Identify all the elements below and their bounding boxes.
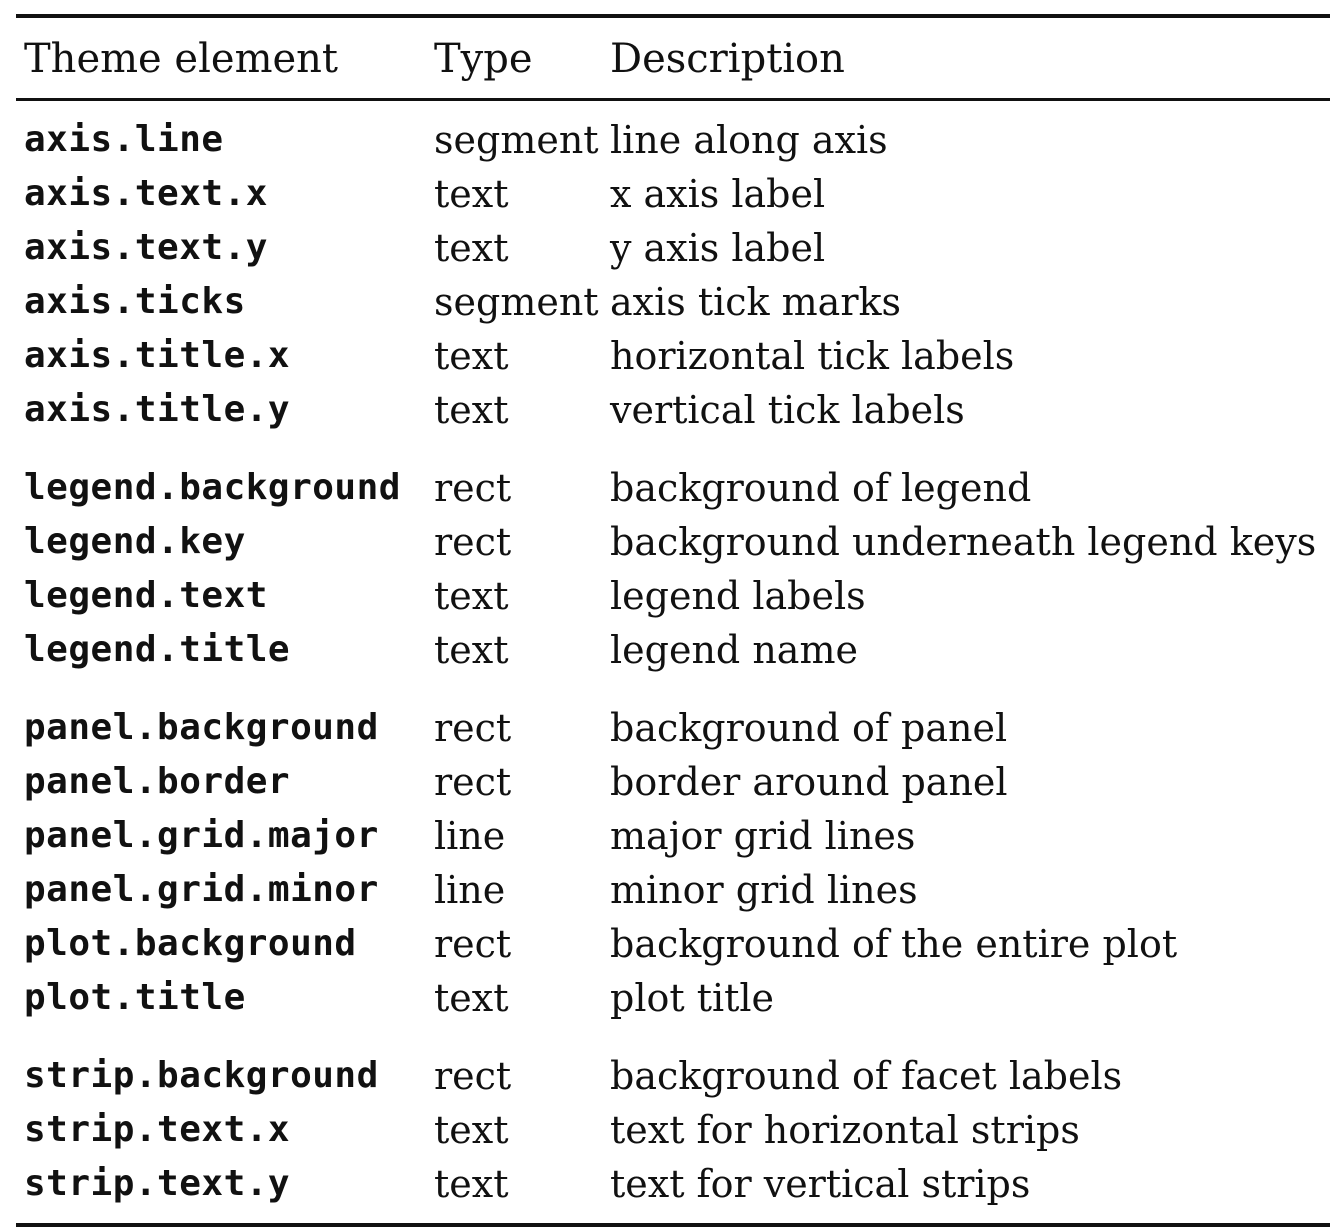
element-type: text: [434, 627, 509, 672]
header-rule: [16, 98, 1330, 101]
theme-element-name: axis.line: [24, 119, 224, 160]
table-row: strip.text.x text text for horizontal stri…: [16, 1103, 1330, 1157]
element-type: rect: [434, 759, 512, 804]
theme-element-name: plot.background: [24, 923, 357, 964]
element-type: text: [434, 975, 509, 1020]
theme-element-name: legend.title: [24, 629, 291, 670]
group-spacer: [16, 677, 1330, 701]
table-row: axis.line segment line along axis: [16, 113, 1330, 167]
header-type: Type: [434, 36, 533, 82]
table-row: strip.text.y text text for vertical strips: [16, 1157, 1330, 1211]
theme-element-name: legend.key: [24, 521, 246, 562]
element-type: line: [434, 867, 506, 912]
theme-element-name: axis.title.y: [24, 389, 291, 430]
top-rule: [16, 14, 1330, 18]
element-type: text: [434, 1107, 509, 1152]
element-description: background of legend: [610, 465, 1032, 510]
element-description: x axis label: [610, 171, 826, 216]
table-row: legend.text text legend labels: [16, 569, 1330, 623]
element-description: background of panel: [610, 705, 1008, 750]
element-type: line: [434, 813, 506, 858]
element-description: major grid lines: [610, 813, 916, 858]
element-description: y axis label: [610, 225, 826, 270]
theme-element-name: panel.grid.minor: [24, 869, 379, 910]
theme-element-name: axis.ticks: [24, 281, 246, 322]
element-type: rect: [434, 465, 512, 510]
element-type: rect: [434, 1053, 512, 1098]
group-spacer: [16, 1025, 1330, 1049]
table-body: axis.line segment line along axis axis.text…: [16, 101, 1330, 1223]
theme-element-name: panel.background: [24, 707, 379, 748]
element-type: text: [434, 387, 509, 432]
element-description: text for vertical strips: [610, 1161, 1031, 1206]
table-row: panel.background rect background of panel: [16, 701, 1330, 755]
table-row: axis.title.x text horizontal tick labels: [16, 329, 1330, 383]
table-row: panel.grid.minor line minor grid lines: [16, 863, 1330, 917]
element-description: background of the entire plot: [610, 921, 1178, 966]
element-description: background of facet labels: [610, 1053, 1123, 1098]
theme-element-name: strip.text.y: [24, 1163, 291, 1204]
table-row: plot.title text plot title: [16, 971, 1330, 1025]
element-type: segment: [434, 117, 599, 162]
element-type: segment: [434, 279, 599, 324]
theme-element-name: strip.background: [24, 1055, 379, 1096]
table-header: Theme element Type Description: [16, 18, 1330, 98]
table-row: strip.background rect background of facet …: [16, 1049, 1330, 1103]
table-row: legend.key rect background underneath lege…: [16, 515, 1330, 569]
element-description: background underneath legend keys: [610, 519, 1317, 564]
theme-element-name: panel.grid.major: [24, 815, 379, 856]
element-type: text: [434, 171, 509, 216]
table-row: plot.background rect background of the ent…: [16, 917, 1330, 971]
element-type: text: [434, 573, 509, 618]
element-description: plot title: [610, 975, 775, 1020]
element-description: border around panel: [610, 759, 1008, 804]
element-type: text: [434, 333, 509, 378]
header-description: Description: [610, 36, 845, 82]
theme-elements-table: Theme element Type Description axis.line…: [16, 14, 1330, 1227]
element-type: text: [434, 1161, 509, 1206]
table-row: axis.text.y text y axis label: [16, 221, 1330, 275]
table-row: axis.title.y text vertical tick labels: [16, 383, 1330, 437]
table-row: legend.background rect background of legen…: [16, 461, 1330, 515]
table-row: axis.text.x text x axis label: [16, 167, 1330, 221]
theme-element-name: strip.text.x: [24, 1109, 291, 1150]
theme-element-name: legend.background: [24, 467, 401, 508]
theme-element-name: axis.text.x: [24, 173, 268, 214]
element-type: rect: [434, 921, 512, 966]
element-description: horizontal tick labels: [610, 333, 1015, 378]
element-description: vertical tick labels: [610, 387, 965, 432]
theme-element-name: axis.text.y: [24, 227, 268, 268]
element-description: legend labels: [610, 573, 866, 618]
element-type: rect: [434, 705, 512, 750]
header-theme-element: Theme element: [24, 36, 339, 82]
element-description: legend name: [610, 627, 858, 672]
table-row: panel.grid.major line major grid lines: [16, 809, 1330, 863]
table-row: panel.border rect border around panel: [16, 755, 1330, 809]
group-spacer: [16, 437, 1330, 461]
element-description: text for horizontal strips: [610, 1107, 1080, 1152]
element-description: line along axis: [610, 117, 888, 162]
table-row: axis.ticks segment axis tick marks: [16, 275, 1330, 329]
theme-element-name: axis.title.x: [24, 335, 291, 376]
table-row: legend.title text legend name: [16, 623, 1330, 677]
theme-element-name: legend.text: [24, 575, 268, 616]
theme-element-name: panel.border: [24, 761, 291, 802]
element-description: axis tick marks: [610, 279, 902, 324]
element-description: minor grid lines: [610, 867, 918, 912]
element-type: text: [434, 225, 509, 270]
bottom-rule: [16, 1222, 1330, 1227]
theme-element-name: plot.title: [24, 977, 246, 1018]
element-type: rect: [434, 519, 512, 564]
